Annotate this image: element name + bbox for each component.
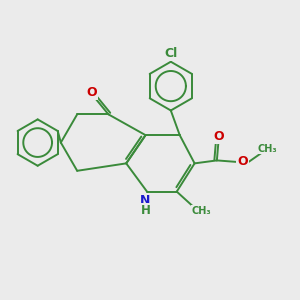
Text: O: O (213, 130, 224, 142)
Text: Cl: Cl (164, 47, 177, 60)
Text: O: O (87, 85, 98, 98)
Text: CH₃: CH₃ (258, 143, 277, 154)
Text: H: H (141, 203, 151, 217)
Text: N: N (140, 194, 151, 207)
Text: O: O (237, 155, 248, 168)
Text: CH₃: CH₃ (192, 206, 211, 216)
